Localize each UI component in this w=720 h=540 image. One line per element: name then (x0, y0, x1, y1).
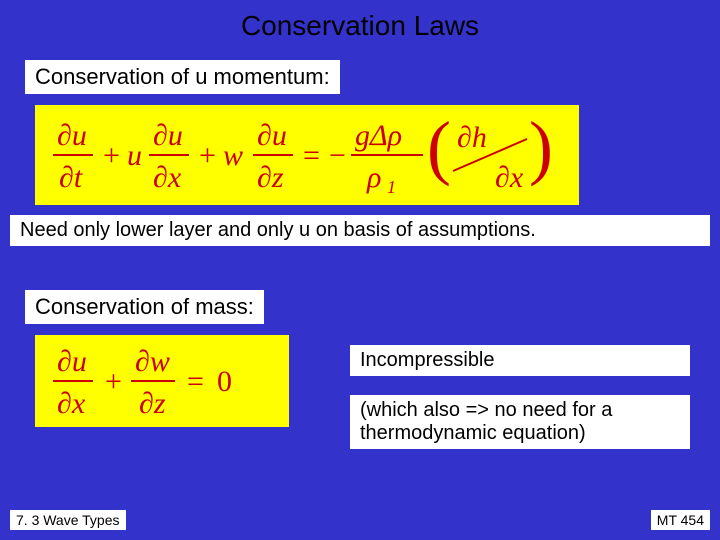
svg-text:∂u: ∂u (57, 119, 87, 152)
equation-momentum: ∂u ∂t + u ∂u ∂x + w ∂u ∂z = − (35, 105, 579, 205)
svg-text:gΔρ: gΔρ (355, 119, 402, 152)
svg-text:=: = (187, 365, 204, 398)
footer-section: 7. 3 Wave Types (10, 510, 126, 530)
svg-text:−: − (329, 139, 346, 172)
svg-text:∂z: ∂z (257, 161, 284, 194)
heading-mass: Conservation of mass: (25, 290, 264, 324)
note-momentum: Need only lower layer and only u on basi… (10, 215, 710, 246)
note-thermodynamic: (which also => no need for a thermodynam… (350, 395, 690, 449)
svg-text:∂w: ∂w (135, 345, 170, 378)
svg-text:∂u: ∂u (57, 345, 87, 378)
svg-text:(: ( (427, 111, 451, 187)
heading-momentum: Conservation of u momentum: (25, 60, 340, 94)
svg-text:∂t: ∂t (59, 161, 83, 194)
svg-text:∂x: ∂x (495, 161, 524, 194)
svg-text:=: = (303, 139, 320, 172)
svg-text:∂x: ∂x (57, 387, 86, 420)
note-incompressible: Incompressible (350, 345, 690, 376)
footer-course: MT 454 (651, 510, 710, 530)
svg-text:): ) (529, 111, 553, 187)
svg-text:u: u (127, 139, 142, 172)
equation-mass: ∂u ∂x + ∂w ∂z = 0 (35, 335, 289, 427)
svg-text:∂z: ∂z (139, 387, 166, 420)
svg-text:∂u: ∂u (153, 119, 183, 152)
svg-text:+: + (105, 365, 122, 398)
svg-text:w: w (223, 139, 243, 172)
svg-text:ρ: ρ (366, 161, 381, 194)
svg-text:∂u: ∂u (257, 119, 287, 152)
slide-title: Conservation Laws (0, 0, 720, 50)
svg-text:+: + (199, 139, 216, 172)
svg-text:∂x: ∂x (153, 161, 182, 194)
svg-text:∂h: ∂h (457, 121, 487, 154)
svg-text:+: + (103, 139, 120, 172)
svg-text:0: 0 (217, 365, 232, 398)
svg-text:1: 1 (387, 177, 396, 197)
